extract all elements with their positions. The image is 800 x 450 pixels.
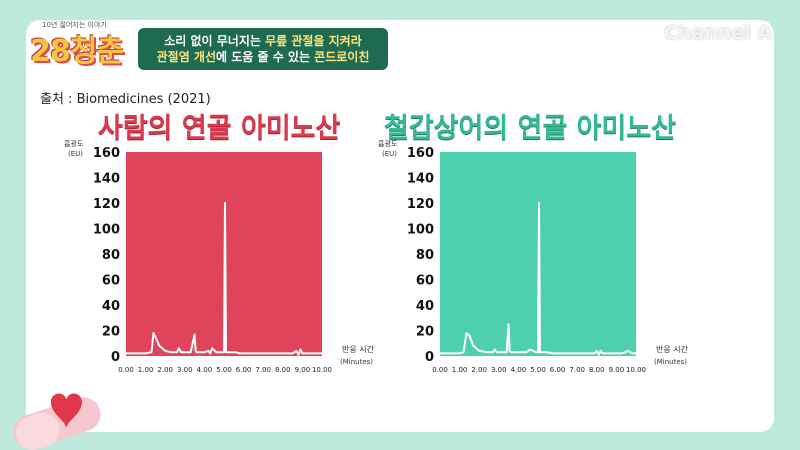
x-tick-label: 5.00 (530, 366, 546, 374)
y-tick-label: 60 (416, 274, 434, 289)
x-tick-label: 5.00 (216, 366, 232, 374)
y-tick-label: 40 (416, 299, 434, 314)
y-tick-label: 0 (425, 350, 434, 365)
series-line (126, 202, 322, 356)
show-logo: 10년 젊어지는 이야기 28청춘 (22, 18, 132, 70)
x-tick-label: 7.00 (569, 366, 585, 374)
y-tick-label: 140 (93, 172, 120, 187)
y-tick-label: 160 (93, 146, 120, 161)
logo-subtitle: 10년 젊어지는 이야기 (42, 21, 107, 29)
x-tick-label: 7.00 (255, 366, 271, 374)
x-axis-unit: (Minutes) (340, 358, 373, 366)
y-tick-label: 120 (407, 197, 434, 212)
y-tick-label: 40 (102, 299, 120, 314)
x-tick-label: 2.00 (471, 366, 487, 374)
chart-title-human: 사람의 연골 아미노산 (98, 113, 341, 144)
heart-pill-decoration (13, 393, 101, 450)
x-tick-label: 10.00 (312, 366, 332, 374)
y-tick-label: 140 (407, 172, 434, 187)
y-tick-label: 0 (111, 350, 120, 365)
x-tick-label: 3.00 (491, 366, 507, 374)
x-tick-label: 10.00 (626, 366, 646, 374)
banner-line-2-highlight-2: 콘드로이친 (314, 50, 370, 64)
y-tick-label: 60 (102, 274, 120, 289)
x-axis-unit: (Minutes) (654, 358, 687, 366)
y-tick-label: 80 (416, 248, 434, 263)
caption-banner: 소리 없이 무너지는 무릎 관절을 지켜라 관절염 개선에 도움 줄 수 있는 … (138, 28, 388, 70)
x-tick-label: 6.00 (550, 366, 566, 374)
series-line (440, 202, 636, 356)
chart-sturgeon-cartilage: 흡광도 (EU) 0 20 40 60 80 100 120 140 160 0.00 1.00 2.00… (378, 140, 689, 374)
banner-line-1-text: 소리 없이 무너지는 (164, 34, 266, 48)
banner-line-1-highlight: 무릎 관절을 지켜라 (265, 34, 362, 48)
y-tick-label: 100 (407, 223, 434, 238)
x-axis-label: 반응 시간 (656, 344, 689, 354)
y-tick-label: 160 (407, 146, 434, 161)
y-axis-unit: (EU) (382, 150, 397, 158)
x-axis-label: 반응 시간 (342, 344, 375, 354)
y-tick-label: 20 (416, 325, 434, 340)
channel-watermark: Channel A (663, 22, 772, 44)
banner-line-2: 관절염 개선에 도움 줄 수 있는 콘드로이친 (138, 49, 388, 65)
banner-line-2-highlight-1: 관절염 개선 (156, 50, 216, 64)
x-tick-label: 1.00 (138, 366, 154, 374)
chart-title-sturgeon: 철갑상어의 연골 아미노산 (384, 113, 677, 144)
x-tick-label: 8.00 (589, 366, 605, 374)
y-tick-label: 120 (93, 197, 120, 212)
x-tick-label: 4.00 (197, 366, 213, 374)
x-tick-label: 9.00 (295, 366, 311, 374)
x-tick-label: 6.00 (236, 366, 252, 374)
y-tick-label: 20 (102, 325, 120, 340)
y-axis-label: 흡광도 (64, 140, 84, 148)
x-tick-label: 0.00 (118, 366, 134, 374)
x-tick-label: 4.00 (511, 366, 527, 374)
chart-human-cartilage: 흡광도 (EU) 0 20 40 60 80 100 120 140 160 0.00 1.00 2.00… (64, 140, 375, 374)
y-axis-label: 흡광도 (378, 140, 398, 148)
y-axis-unit: (EU) (68, 150, 83, 158)
x-tick-label: 2.00 (157, 366, 173, 374)
x-tick-label: 1.00 (452, 366, 468, 374)
x-tick-label: 9.00 (609, 366, 625, 374)
banner-line-2-text: 에 도움 줄 수 있는 (216, 50, 315, 64)
x-tick-label: 8.00 (275, 366, 291, 374)
logo-title: 28청춘 (30, 34, 124, 69)
x-tick-label: 3.00 (177, 366, 193, 374)
x-tick-label: 0.00 (432, 366, 448, 374)
banner-line-1: 소리 없이 무너지는 무릎 관절을 지켜라 (138, 33, 388, 49)
y-tick-label: 80 (102, 248, 120, 263)
source-citation: 출처 : Biomedicines (2021) (40, 92, 211, 107)
y-tick-label: 100 (93, 223, 120, 238)
